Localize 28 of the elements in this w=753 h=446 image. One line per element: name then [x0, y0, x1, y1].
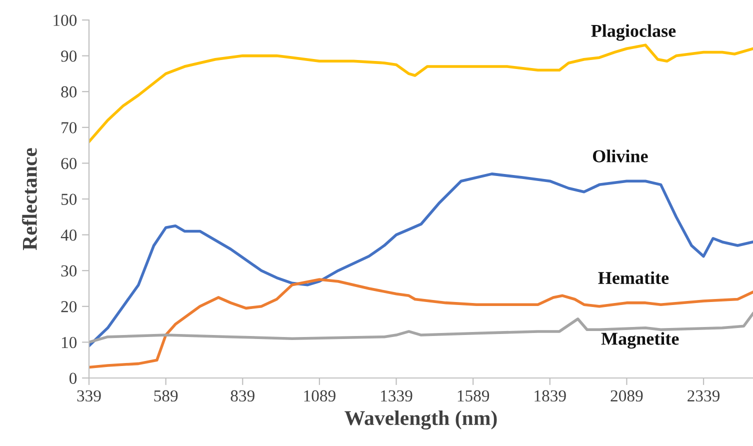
- y-tick-label: 50: [61, 194, 77, 205]
- x-tick-label: 1089: [304, 390, 336, 402]
- y-tick-label: 20: [61, 301, 77, 312]
- x-tick-label: 2339: [688, 390, 720, 402]
- y-tick-label: 60: [61, 158, 77, 170]
- x-axis-title: Wavelength (nm): [344, 410, 497, 430]
- y-tick-label: 0: [69, 372, 77, 384]
- series-label: Magnetite: [601, 332, 679, 349]
- x-tick-label: 1589: [458, 390, 490, 402]
- series-label: Hematite: [598, 271, 669, 284]
- x-tick-label: 1339: [381, 390, 412, 402]
- line-series: [89, 172, 753, 348]
- y-tick-label: 10: [62, 336, 77, 348]
- y-tick-label: 100: [54, 14, 77, 26]
- line-series: [89, 44, 753, 144]
- x-tick-label: 839: [230, 390, 254, 402]
- y-tick-label: 80: [61, 86, 77, 98]
- y-axis-title: Reflectance: [22, 148, 37, 250]
- y-tick-label: 40: [60, 230, 77, 241]
- series-label: Plagioclase: [591, 24, 676, 41]
- x-tick-label: 2089: [610, 390, 643, 402]
- y-tick-label: 90: [61, 50, 77, 62]
- y-tick-label: 30: [61, 265, 77, 277]
- y-tick-label: 70: [62, 122, 77, 134]
- x-tick-label: 1839: [534, 390, 566, 402]
- x-tick-label: 589: [154, 390, 178, 402]
- series-label: Olivine: [592, 150, 648, 162]
- x-tick-label: 339: [77, 390, 101, 402]
